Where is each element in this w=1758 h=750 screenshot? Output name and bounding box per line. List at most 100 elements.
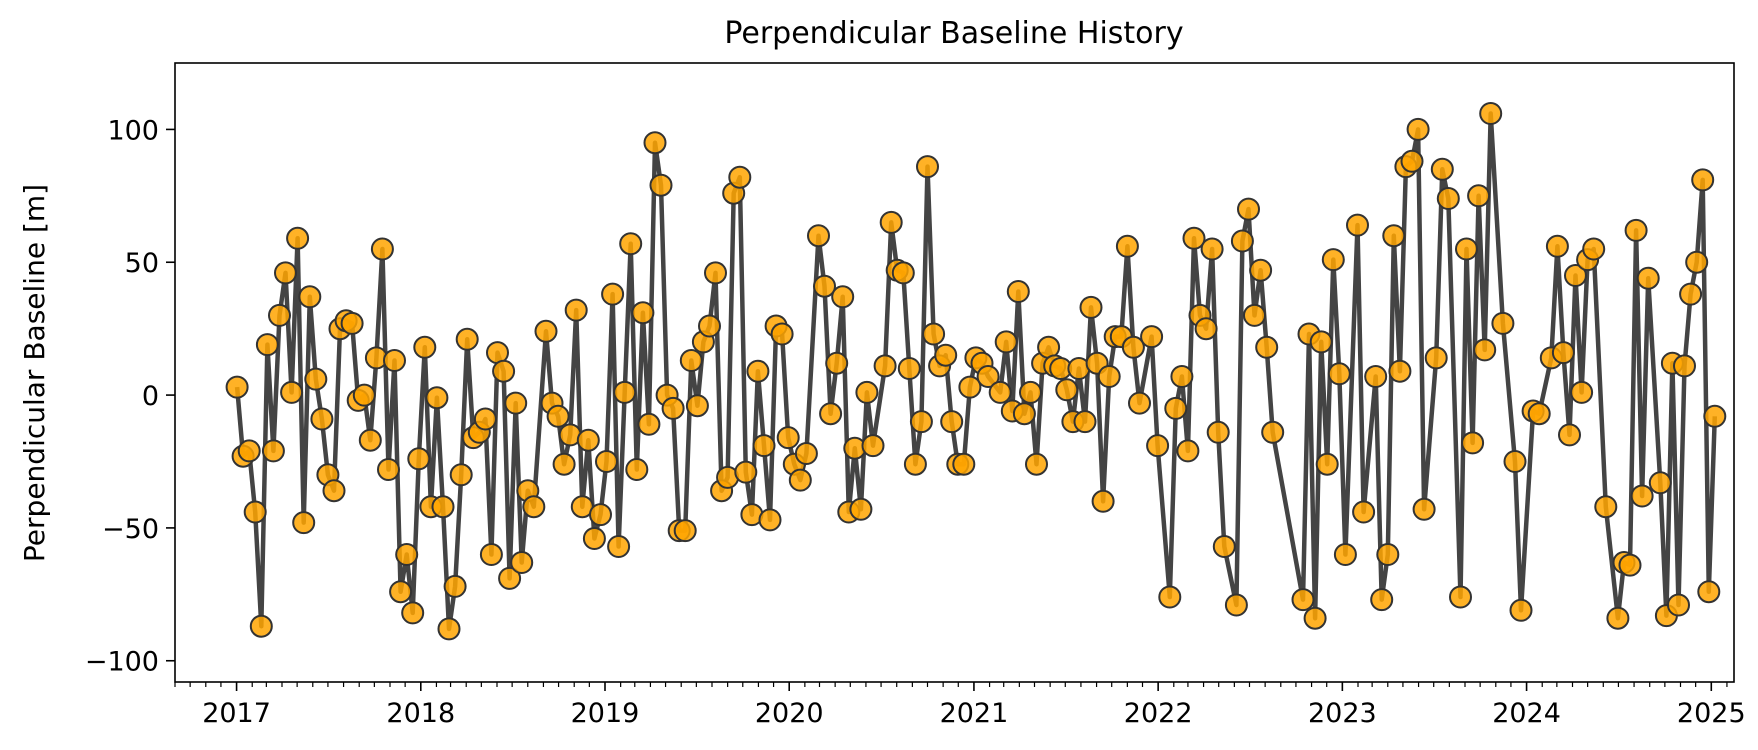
data-point [1025,452,1048,476]
data-point [1697,580,1721,604]
data-point [1200,237,1224,261]
axes-frame [174,62,1735,683]
data-point [1073,410,1097,434]
data-point [1400,149,1424,173]
data-point [1527,402,1551,426]
data-point [479,543,503,566]
data-point [1321,248,1345,272]
data-point [473,407,497,431]
x-tick-label: 2019 [571,698,640,729]
data-point [595,450,618,473]
data-point [1291,588,1315,612]
data-point [1624,218,1648,242]
data-point [534,319,558,343]
data-point [298,285,322,309]
data-point [1667,593,1690,617]
data-point [916,155,939,179]
series-layer [225,102,1727,641]
data-point [776,426,800,450]
data-point [504,391,528,415]
data-point [1176,439,1200,463]
data-point [1461,431,1485,455]
data-point [601,282,625,306]
data-point [673,519,697,543]
data-point [383,349,406,372]
data-point [582,527,606,550]
data-point [1182,226,1206,250]
data-point [1115,234,1139,258]
data-point [576,428,600,452]
data-point [661,396,685,420]
y-axis-label: Perpendicular Baseline [m] [18,184,51,562]
data-point [1055,378,1079,402]
data-point [395,543,419,566]
x-tick-label: 2023 [1308,698,1377,729]
data-point [1606,606,1630,630]
data-point [1570,380,1594,404]
data-point [1327,362,1351,386]
data-point [879,210,903,234]
data-point [1097,365,1121,388]
data-point [492,359,516,383]
x-tick-label: 2018 [386,698,455,729]
data-point [274,261,297,285]
data-point [255,333,279,357]
data-point [1019,380,1042,404]
data-point [1564,264,1587,287]
data-point [1503,450,1527,473]
data-point [752,434,776,458]
data-point [794,442,818,465]
y-tick-label: 100 [107,115,159,146]
data-point [849,497,873,521]
y-tick-label: −100 [85,647,159,678]
x-tick-label: 2025 [1677,698,1746,729]
data-point [1630,484,1654,508]
data-point [1551,341,1575,365]
data-point [643,131,667,155]
data-point [1006,280,1030,303]
data-point [1455,237,1478,261]
data-point [1333,543,1357,566]
data-point [261,439,285,463]
data-point [377,458,400,481]
data-point [443,574,467,598]
x-tick-label: 2024 [1492,698,1561,729]
data-point [952,452,976,476]
data-point [1364,365,1388,388]
data-point [280,380,304,404]
data-point [976,365,1000,388]
data-point [855,380,879,404]
data-point [1315,452,1339,476]
data-point [934,343,958,367]
data-point [631,301,655,325]
data-point [1370,588,1394,612]
data-point [1164,396,1188,420]
data-point [564,298,588,322]
x-axis: 2017 2018 2019 2020 2021 2022 2023 2024 2025 [174,682,1746,729]
x-tick-label: 2017 [202,698,271,729]
data-point [788,468,812,492]
data-point [1255,335,1279,359]
data-point [310,407,334,431]
data-point [1121,335,1145,359]
data-point [873,354,897,378]
data-point [1479,102,1503,125]
data-point [425,386,449,410]
data-point [685,394,709,418]
data-point [746,359,770,383]
y-tick-label: 0 [142,381,159,412]
data-point [1491,311,1515,335]
data-point [698,314,721,338]
data-point [1237,197,1260,221]
data-point [268,303,291,327]
data-point [940,410,964,434]
data-point [637,412,661,436]
data-point [891,261,915,285]
data-point [437,617,461,641]
data-point [728,165,752,189]
data-point [770,322,794,346]
y-tick-label: −50 [102,514,159,545]
data-point [1382,224,1406,248]
data-point [1303,606,1327,630]
